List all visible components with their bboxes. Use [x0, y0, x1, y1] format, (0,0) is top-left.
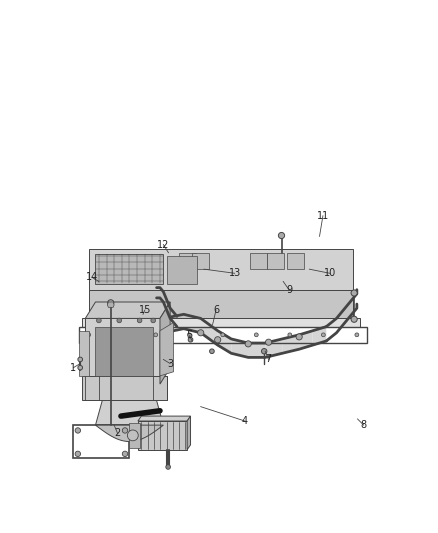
Circle shape [120, 333, 124, 337]
Polygon shape [231, 339, 248, 358]
Circle shape [96, 318, 101, 323]
Polygon shape [129, 423, 140, 448]
Polygon shape [88, 248, 353, 290]
Polygon shape [95, 425, 163, 441]
Circle shape [127, 430, 138, 441]
Polygon shape [267, 253, 284, 269]
Text: 6: 6 [213, 305, 219, 315]
Circle shape [245, 341, 251, 347]
Circle shape [151, 318, 155, 323]
Circle shape [188, 337, 193, 342]
Text: 13: 13 [229, 268, 241, 278]
Circle shape [187, 333, 191, 337]
Text: 10: 10 [324, 268, 336, 278]
Polygon shape [299, 330, 313, 349]
Circle shape [78, 365, 82, 370]
Text: 15: 15 [138, 305, 151, 315]
Circle shape [154, 333, 158, 337]
Polygon shape [95, 254, 163, 284]
Polygon shape [138, 421, 187, 450]
Circle shape [221, 333, 225, 337]
Text: 2: 2 [114, 429, 121, 438]
Text: 11: 11 [317, 211, 329, 221]
Polygon shape [138, 416, 191, 421]
Polygon shape [250, 253, 267, 269]
Polygon shape [167, 256, 197, 284]
Polygon shape [82, 318, 360, 327]
Text: 9: 9 [286, 285, 292, 295]
Polygon shape [187, 416, 191, 450]
Polygon shape [78, 330, 88, 376]
Text: 5: 5 [186, 330, 192, 340]
Text: 1: 1 [71, 362, 77, 373]
Polygon shape [179, 253, 196, 269]
Circle shape [288, 333, 292, 337]
Polygon shape [282, 335, 299, 353]
Circle shape [254, 333, 258, 337]
Polygon shape [85, 318, 160, 384]
Text: 4: 4 [242, 416, 248, 426]
Circle shape [78, 357, 82, 362]
Circle shape [261, 349, 267, 354]
Circle shape [210, 349, 214, 353]
Text: 12: 12 [157, 239, 170, 249]
Polygon shape [95, 400, 163, 425]
Polygon shape [95, 327, 153, 376]
Text: 8: 8 [360, 420, 367, 430]
Circle shape [75, 451, 81, 457]
Polygon shape [248, 343, 265, 358]
Circle shape [87, 333, 91, 337]
Polygon shape [163, 314, 184, 333]
Polygon shape [192, 253, 209, 269]
Polygon shape [160, 302, 170, 384]
Polygon shape [218, 330, 231, 353]
Text: 14: 14 [86, 272, 98, 282]
Circle shape [137, 318, 142, 323]
Circle shape [296, 334, 302, 340]
Polygon shape [287, 253, 304, 269]
Text: 7: 7 [265, 354, 272, 365]
Circle shape [166, 465, 170, 469]
Polygon shape [88, 290, 353, 318]
Circle shape [321, 333, 325, 337]
Circle shape [117, 318, 122, 323]
Polygon shape [313, 327, 326, 345]
Polygon shape [201, 318, 218, 345]
Polygon shape [265, 339, 282, 358]
Circle shape [75, 428, 81, 433]
Circle shape [279, 232, 285, 239]
Circle shape [355, 333, 359, 337]
Circle shape [215, 337, 221, 343]
Circle shape [122, 451, 128, 457]
Polygon shape [160, 322, 173, 376]
Polygon shape [184, 314, 201, 333]
Polygon shape [82, 376, 167, 400]
Text: 3: 3 [167, 359, 173, 368]
Circle shape [108, 300, 114, 306]
Circle shape [198, 330, 204, 336]
Circle shape [122, 428, 128, 433]
Circle shape [351, 316, 357, 322]
Polygon shape [107, 302, 114, 308]
Circle shape [265, 339, 272, 345]
Polygon shape [85, 302, 170, 318]
Circle shape [351, 290, 357, 296]
